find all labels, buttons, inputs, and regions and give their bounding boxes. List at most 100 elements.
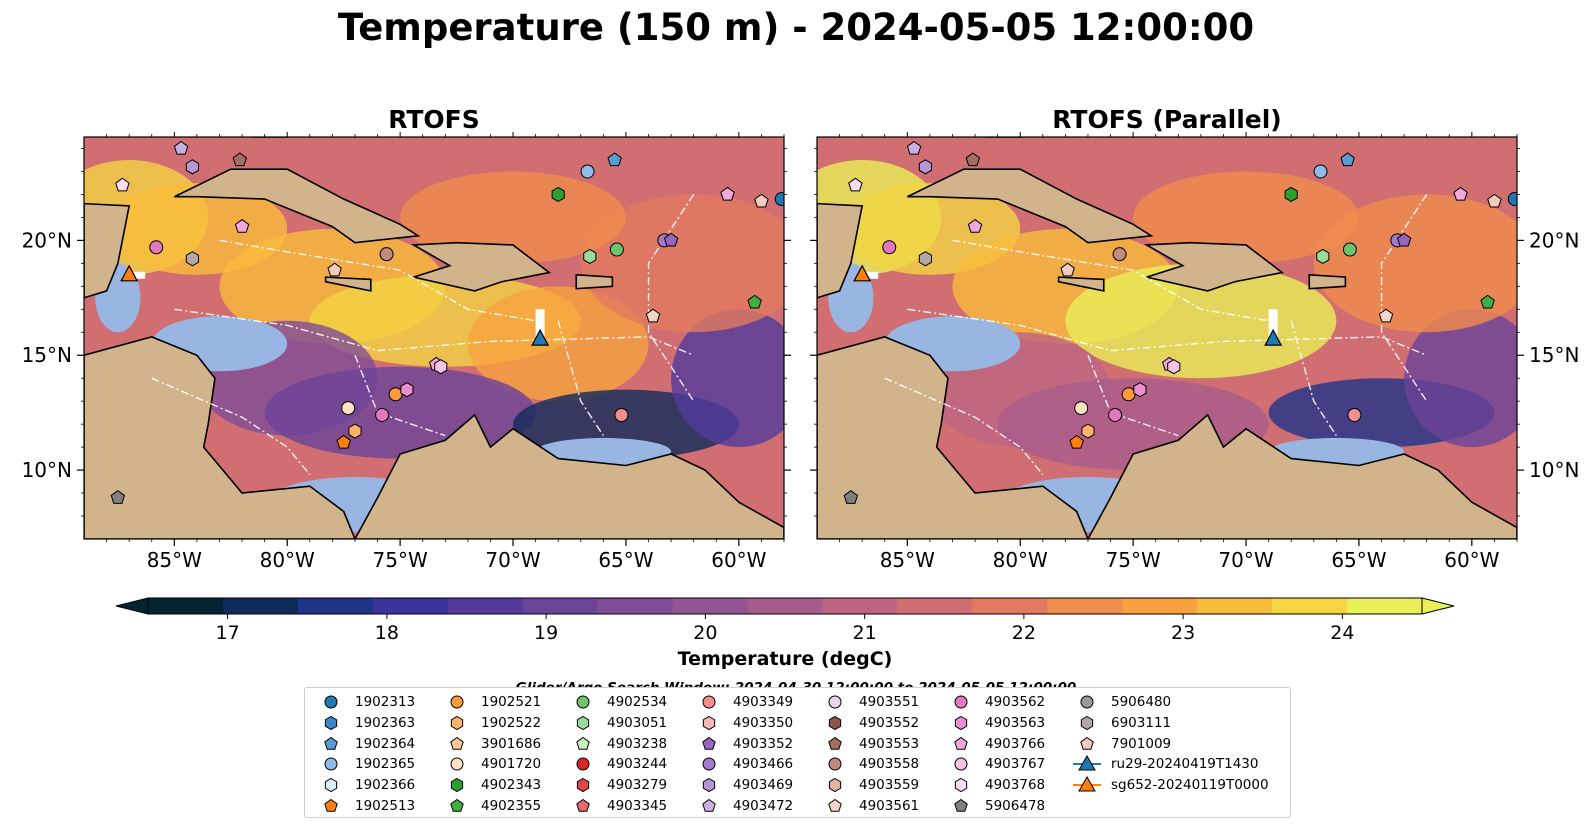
x-tick-label: 75°W xyxy=(1106,548,1161,572)
argo-float-5906478 xyxy=(843,490,859,504)
land-jamaica xyxy=(1057,276,1105,292)
x-tick-label: 85°W xyxy=(147,548,202,572)
legend-label: 4903559 xyxy=(859,777,920,794)
argo-float-4903767 xyxy=(434,359,448,375)
temperature-blob xyxy=(467,286,649,402)
legend-marker xyxy=(828,778,842,793)
eez-boundary xyxy=(1087,354,1179,437)
argo-float-4903562 xyxy=(882,240,897,255)
land-hispaniola xyxy=(410,241,552,292)
shelf-water xyxy=(1268,437,1405,466)
land-yucatan xyxy=(817,202,864,299)
argo-float-1902513 xyxy=(1069,434,1084,449)
land-yucatan xyxy=(84,202,131,299)
land-south-america xyxy=(354,413,784,539)
legend-marker xyxy=(702,778,716,793)
legend-marker xyxy=(954,778,968,793)
legend-marker xyxy=(954,757,968,771)
legend-marker xyxy=(828,736,842,750)
argo-float-4903051 xyxy=(1316,248,1330,265)
colorbar-segment xyxy=(672,598,749,614)
glider-track-ru29 xyxy=(535,309,545,340)
colorbar-extend-low xyxy=(115,597,149,615)
argo-float-1902364 xyxy=(607,152,622,167)
y-tick-label: 15°N xyxy=(1529,343,1579,367)
x-tick-label: 85°W xyxy=(880,548,935,572)
legend-label: sg652-20240119T0000 xyxy=(1111,777,1269,794)
colorbar-tick-label: 24 xyxy=(1330,622,1354,644)
temperature-blob xyxy=(1313,194,1517,333)
legend-marker xyxy=(576,798,590,812)
legend-label: 6903111 xyxy=(1111,714,1172,731)
argo-float-4903469 xyxy=(185,159,199,175)
eez-boundary xyxy=(952,239,1269,322)
legend-marker xyxy=(1080,715,1094,730)
eez-boundary xyxy=(557,320,604,437)
argo-float-1902365 xyxy=(1313,164,1328,179)
legend-label: ru29-20240419T1430 xyxy=(1111,756,1259,773)
legend-marker xyxy=(576,715,590,730)
legend-label: 4903051 xyxy=(607,714,668,731)
legend-label: 4903244 xyxy=(607,756,668,773)
argo-float-7901009 xyxy=(754,193,769,208)
argo-float-4902355 xyxy=(747,294,762,309)
argo-float-1902365 xyxy=(580,164,595,179)
argo-float-1902313 xyxy=(1507,192,1517,207)
legend-marker xyxy=(450,778,464,793)
legend-marker xyxy=(954,798,968,812)
y-tick-label: 10°N xyxy=(1529,458,1579,482)
x-tick-label: 65°W xyxy=(1331,548,1386,572)
argo-float-1902522 xyxy=(348,423,362,439)
legend-label: 4903552 xyxy=(859,714,920,731)
colorbar-label: Temperature (degC) xyxy=(678,648,893,670)
legend-label: 1902363 xyxy=(355,714,416,731)
legend-marker xyxy=(450,798,464,812)
eez-boundary xyxy=(151,377,311,476)
legend-label: 4903352 xyxy=(733,735,794,752)
legend-label: 4903469 xyxy=(733,777,794,794)
figure-title: Temperature (150 m) - 2024-05-05 12:00:0… xyxy=(337,6,1255,49)
x-tick-label: 60°W xyxy=(711,548,766,572)
shelf-water xyxy=(535,437,672,466)
x-tick-label: 80°W xyxy=(993,548,1048,572)
legend-marker xyxy=(954,695,968,709)
legend-marker xyxy=(576,695,590,709)
legend-marker xyxy=(324,736,338,750)
colorbar-segment xyxy=(372,598,449,614)
legend-label: 1902366 xyxy=(355,777,416,794)
temperature-blob xyxy=(1133,171,1359,264)
colorbar-segment xyxy=(522,598,599,614)
legend-marker xyxy=(828,798,842,812)
legend-label: 4903345 xyxy=(607,798,668,814)
legend-marker xyxy=(1073,755,1101,771)
legend-marker xyxy=(324,798,338,812)
argo-float-1902513 xyxy=(336,434,351,449)
argo-float-4903562 xyxy=(149,240,164,255)
land-florida xyxy=(985,137,1023,138)
legend-label: 1902364 xyxy=(355,735,416,752)
legend-label: 4903563 xyxy=(985,714,1046,731)
eez-boundary xyxy=(1380,194,1428,402)
legend-label: 4901720 xyxy=(481,756,542,773)
argo-float-4903766 xyxy=(234,218,250,233)
glider-marker-sg652 xyxy=(120,264,139,282)
x-tick-label: 75°W xyxy=(373,548,428,572)
colorbar-segment xyxy=(1272,598,1348,614)
argo-float-4903767 xyxy=(1167,359,1181,375)
argo-float-6903111 xyxy=(918,251,932,267)
colorbar-tick-label: 23 xyxy=(1171,622,1195,644)
legend-marker xyxy=(450,695,464,709)
x-tick-label: 80°W xyxy=(260,548,315,572)
argo-float-4903352 xyxy=(1396,232,1412,247)
land-central-america xyxy=(84,336,356,539)
argo-float-6903111 xyxy=(185,251,199,267)
legend-label: 4902355 xyxy=(481,798,542,814)
legend-label: 4902343 xyxy=(481,777,542,794)
temperature-blob xyxy=(1404,309,1517,448)
legend-marker xyxy=(702,798,716,812)
eez-boundary xyxy=(354,354,446,437)
legend-marker xyxy=(450,715,464,730)
argo-float-4902355 xyxy=(1480,294,1495,309)
